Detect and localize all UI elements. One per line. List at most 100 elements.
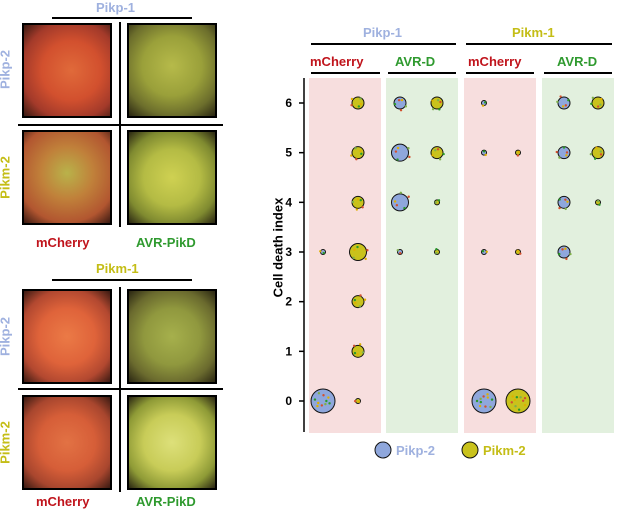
col-label-avr-pikd: AVR-PikD — [136, 494, 196, 509]
replicate-dot — [482, 395, 485, 398]
replicate-dot — [356, 353, 359, 356]
data-point-pikp2 — [391, 193, 409, 212]
replicate-dot — [325, 399, 328, 403]
replicate-dot — [599, 153, 603, 156]
replicate-dot — [364, 257, 367, 261]
replicate-dot — [490, 398, 494, 401]
replicate-dot — [484, 153, 487, 157]
replicate-dot — [353, 351, 357, 355]
replicate-dot — [600, 97, 603, 101]
y-tick-label: 6 — [285, 96, 292, 110]
data-point-pikm2 — [591, 146, 605, 160]
panel-divider-horizontal — [18, 124, 223, 126]
replicate-dot — [565, 154, 568, 157]
leaf-image-pikp2-mcherry — [22, 289, 112, 384]
replicate-dot — [407, 147, 410, 150]
replicate-dot — [351, 200, 355, 204]
replicate-dot — [354, 301, 357, 305]
replicate-dot — [359, 149, 362, 153]
replicate-dot — [393, 200, 397, 203]
data-point-pikm2 — [351, 146, 365, 160]
replicate-dot — [565, 151, 569, 154]
replicate-dot — [510, 401, 513, 404]
replicate-dot — [353, 298, 357, 302]
replicate-dot — [322, 394, 325, 397]
replicate-dot — [559, 95, 562, 98]
col-label-avr-pikd: AVR-PikD — [136, 235, 196, 250]
replicate-dot — [359, 294, 362, 297]
panel-divider-horizontal — [18, 388, 223, 390]
data-point-pikm2 — [505, 388, 531, 414]
replicate-dot — [363, 298, 367, 301]
replicate-dot — [350, 154, 353, 157]
replicate-dot — [434, 149, 437, 152]
replicate-dot — [561, 105, 565, 108]
replicate-dot — [564, 247, 567, 250]
y-tick-label: 5 — [285, 146, 292, 160]
replicate-dot — [328, 402, 331, 405]
replicate-dot — [598, 203, 601, 206]
replicate-dot — [431, 107, 435, 111]
replicate-dot — [511, 395, 514, 398]
replicate-dot — [393, 102, 397, 106]
replicate-dot — [431, 99, 434, 102]
replicate-dot — [355, 158, 358, 161]
replicate-dot — [555, 150, 558, 154]
replicate-dot — [313, 398, 317, 401]
replicate-dot — [435, 248, 438, 251]
panel-background-3 — [542, 78, 614, 433]
y-tick-label: 2 — [285, 295, 292, 309]
replicate-dot — [561, 248, 564, 251]
replicate-dot — [436, 148, 440, 151]
replicate-dot — [596, 105, 600, 108]
replicate-dot — [589, 152, 593, 156]
panel-background-0 — [309, 78, 381, 433]
replicate-dot — [352, 344, 356, 348]
replicate-dot — [516, 154, 520, 157]
replicate-dot — [439, 100, 442, 104]
replicate-dot — [591, 96, 595, 100]
replicate-dot — [357, 400, 361, 404]
y-tick-label: 1 — [285, 344, 292, 358]
subgroup-label-mcherry: mCherry — [310, 54, 364, 69]
replicate-dot — [558, 156, 561, 159]
replicate-dot — [399, 191, 403, 195]
replicate-dot — [400, 98, 404, 102]
replicate-dot — [316, 404, 319, 408]
replicate-dot — [599, 150, 602, 153]
replicate-dot — [350, 97, 354, 101]
replicate-dot — [352, 256, 355, 260]
replicate-dot — [438, 158, 442, 161]
replicate-dot — [399, 109, 403, 112]
replicate-dot — [564, 207, 567, 211]
data-point-pikm2 — [430, 146, 444, 160]
replicate-dot — [358, 305, 361, 308]
replicate-dot — [399, 252, 402, 255]
replicate-dot — [324, 402, 327, 406]
replicate-dot — [489, 405, 492, 409]
replicate-dot — [521, 399, 525, 402]
panel-title-pikp1: Pikp-1 — [96, 0, 136, 15]
replicate-dot — [359, 103, 362, 106]
replicate-dot — [558, 252, 561, 256]
replicate-dot — [564, 198, 567, 201]
replicate-dot — [595, 146, 598, 149]
replicate-dot — [442, 152, 445, 156]
leaf-image-pikm2-avr — [127, 130, 217, 225]
panel-background-2 — [464, 78, 536, 433]
data-point-pikm2 — [351, 96, 365, 110]
panel-title-underline — [52, 17, 192, 19]
replicate-dot — [478, 404, 482, 408]
replicate-dot — [396, 158, 399, 161]
legend-marker-pikm2 — [461, 441, 479, 459]
replicate-dot — [317, 401, 320, 405]
replicate-dot — [361, 351, 365, 354]
replicate-dot — [517, 150, 521, 153]
replicate-dot — [481, 104, 485, 107]
data-point-pikp2 — [393, 96, 407, 110]
replicate-dot — [484, 405, 487, 408]
replicate-dot — [485, 250, 489, 253]
replicate-dot — [515, 396, 519, 399]
y-tick-label: 3 — [285, 245, 292, 259]
